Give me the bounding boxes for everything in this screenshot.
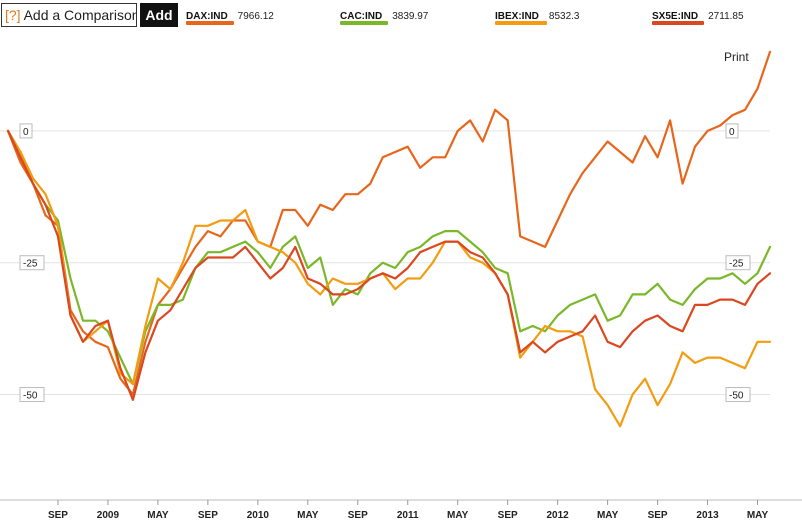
toolbar: [?] Add a Comparison Add DAX:IND 7966.12 … — [0, 0, 802, 30]
x-tick-label: SEP — [48, 510, 68, 521]
legend-swatch — [495, 21, 547, 25]
series-line-cac — [6, 129, 772, 386]
x-tick-label: 2013 — [696, 510, 719, 521]
legend-item-ibex[interactable]: IBEX:IND 8532.3 — [495, 6, 590, 26]
legend-value: 7966.12 — [237, 11, 274, 22]
y-tick-box — [19, 255, 45, 271]
y-tick-box — [19, 123, 33, 139]
y-tick-label: -50 — [23, 391, 38, 402]
y-tick-label: 0 — [23, 127, 29, 138]
legend-ticker: DAX:IND — [186, 11, 228, 22]
x-tick-label: MAY — [597, 510, 619, 521]
x-tick-label: 2009 — [97, 510, 120, 521]
x-tick-label: MAY — [297, 510, 319, 521]
y-tick-box — [725, 387, 751, 403]
y-tick-box — [725, 123, 739, 139]
legend-swatch — [186, 21, 234, 25]
y-tick-box — [725, 255, 751, 271]
legend-value: 8532.3 — [548, 11, 580, 22]
print-button[interactable]: Print — [724, 50, 749, 64]
legend-value: 2711.85 — [708, 11, 744, 22]
legend-item-dax[interactable]: DAX:IND 7966.12 — [186, 6, 278, 26]
x-tick-label: SEP — [498, 510, 518, 521]
y-tick-label: -25 — [23, 259, 38, 270]
x-tick-label: SEP — [348, 510, 368, 521]
series-line-dax — [6, 50, 772, 396]
y-tick-label: -50 — [729, 391, 744, 402]
y-tick-box — [19, 387, 45, 403]
legend-ticker: IBEX:IND — [495, 11, 539, 22]
add-comparison-input[interactable]: [?] Add a Comparison — [1, 3, 137, 27]
series-line-sx5e — [6, 129, 772, 401]
x-tick-label: MAY — [747, 510, 769, 521]
x-tick-label: 2011 — [397, 510, 419, 521]
legend-swatch — [340, 21, 388, 25]
help-icon[interactable]: [?] — [5, 7, 21, 23]
x-tick-label: MAY — [147, 510, 169, 521]
add-comparison-placeholder: Add a Comparison — [23, 7, 137, 23]
x-tick-label: SEP — [198, 510, 218, 521]
x-tick-label: MAY — [447, 510, 469, 521]
legend-ticker: CAC:IND — [340, 11, 383, 22]
y-tick-label: -25 — [729, 259, 744, 270]
legend-swatch — [652, 21, 704, 25]
x-tick-label: 2012 — [547, 510, 570, 521]
y-tick-label: 0 — [729, 127, 735, 138]
legend-ticker: SX5E:IND — [652, 11, 699, 22]
x-tick-label: SEP — [648, 510, 668, 521]
add-button[interactable]: Add — [140, 3, 178, 27]
legend-value: 3839.97 — [392, 11, 429, 22]
legend-item-sx5e[interactable]: SX5E:IND 2711.85 — [652, 6, 752, 26]
series-line-ibex — [6, 129, 772, 428]
x-tick-label: 2010 — [247, 510, 270, 521]
legend-item-cac[interactable]: CAC:IND 3839.97 — [340, 6, 440, 26]
